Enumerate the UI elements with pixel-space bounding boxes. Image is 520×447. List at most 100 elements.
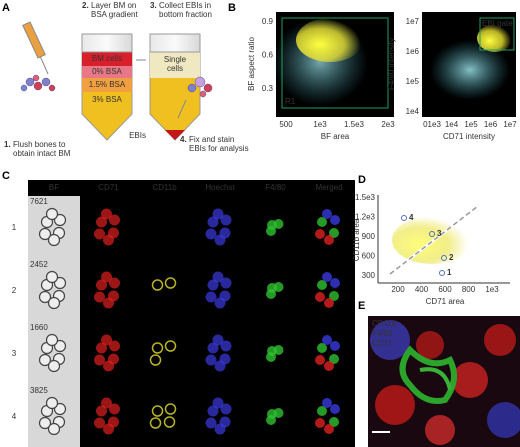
tube-2 bbox=[149, 33, 201, 141]
column-header: Hoechst bbox=[205, 183, 235, 192]
cell-image bbox=[149, 340, 177, 366]
merged bbox=[324, 298, 334, 308]
x-axis-label: BF area bbox=[321, 132, 350, 141]
syringe bbox=[22, 21, 49, 75]
cells-illustration bbox=[20, 74, 213, 98]
cell-image bbox=[266, 408, 284, 425]
gate-ebi bbox=[479, 17, 515, 51]
y-tick-label: 1e7 bbox=[406, 17, 420, 26]
cd11b-ring bbox=[151, 342, 164, 354]
y-tick-label: 1.5e3 bbox=[355, 193, 376, 202]
fluor-cell bbox=[103, 423, 114, 435]
y-tick-label: 0.6 bbox=[262, 50, 274, 59]
step-text: bottom fraction bbox=[159, 10, 212, 19]
fluor-cell bbox=[207, 405, 219, 417]
bf-cell bbox=[47, 422, 61, 436]
bf-cell bbox=[45, 270, 59, 284]
fluor-cell bbox=[109, 340, 120, 352]
merged bbox=[329, 354, 339, 364]
merged bbox=[317, 217, 327, 227]
column-header: CD11b bbox=[152, 183, 177, 192]
cd11b-ring bbox=[151, 405, 164, 417]
panel-label: E bbox=[358, 300, 365, 312]
fluor-cell bbox=[220, 340, 232, 352]
row-label: 3 bbox=[12, 349, 17, 358]
merged bbox=[317, 406, 327, 416]
y-tick-label: 1e5 bbox=[406, 77, 420, 86]
point-label: 3 bbox=[437, 229, 442, 238]
cd11b-ring bbox=[149, 354, 162, 366]
bf-cell bbox=[47, 233, 61, 247]
fluor-cell bbox=[220, 277, 232, 289]
step-text: Fix and stain bbox=[189, 135, 234, 144]
cd11b-ring bbox=[164, 277, 177, 289]
scatter-cloud bbox=[272, 18, 513, 106]
cell-image bbox=[38, 207, 67, 247]
cell-image bbox=[266, 282, 284, 299]
cell-image bbox=[205, 208, 232, 246]
cd11b-ring bbox=[164, 403, 177, 415]
fluor-cell bbox=[109, 214, 120, 226]
x-axis-label: CD71 area bbox=[426, 297, 465, 306]
merged bbox=[322, 335, 332, 345]
step-number: 4. bbox=[180, 135, 187, 144]
bf-cell bbox=[38, 353, 52, 367]
merged bbox=[329, 417, 339, 427]
fluor-cell bbox=[96, 342, 107, 354]
bf-cell bbox=[45, 396, 59, 410]
step-text: EBIs for analysis bbox=[189, 144, 249, 153]
step-number: 3. bbox=[150, 1, 157, 10]
trend-line bbox=[389, 205, 479, 275]
cell-image bbox=[38, 333, 67, 373]
merged bbox=[315, 418, 325, 428]
bf-cell bbox=[47, 296, 61, 310]
f480 bbox=[273, 282, 284, 292]
f480 bbox=[266, 289, 276, 299]
merged bbox=[315, 355, 325, 365]
tube-label: cells bbox=[167, 64, 183, 73]
cd11b-ring bbox=[163, 416, 176, 428]
cell-image bbox=[205, 334, 232, 372]
panel-label: C bbox=[2, 170, 10, 182]
fluor-cell bbox=[96, 405, 107, 417]
fluor-cell bbox=[212, 334, 224, 346]
x-tick-label: 1e7 bbox=[503, 120, 517, 129]
x-tick-label: 1.5e3 bbox=[344, 120, 365, 129]
y-tick-label: 0.3 bbox=[262, 84, 274, 93]
fluor-cell bbox=[94, 228, 105, 240]
cell-image bbox=[315, 209, 340, 245]
tube-label: Single bbox=[164, 55, 187, 64]
fluor-cell bbox=[212, 271, 224, 283]
merged bbox=[322, 272, 332, 282]
y-axis-label: F4/80 intensity bbox=[387, 38, 396, 90]
row-label: 4 bbox=[12, 412, 17, 421]
column-header: CD71 bbox=[98, 183, 119, 192]
highlight-point bbox=[401, 215, 407, 221]
merged bbox=[330, 278, 340, 288]
fluor-cell bbox=[96, 279, 107, 291]
y-axis-label: BF aspect ratio bbox=[247, 37, 256, 91]
tube-label: 1.5% BSA bbox=[89, 80, 126, 89]
merged bbox=[322, 209, 332, 219]
cell-image bbox=[266, 219, 284, 236]
tube-1 bbox=[81, 33, 133, 141]
row-label: 1 bbox=[12, 223, 17, 232]
fluor-cell bbox=[205, 228, 217, 240]
x-tick-label: 1e4 bbox=[445, 120, 459, 129]
x-tick-label: 1e5 bbox=[464, 120, 478, 129]
ebis-label: EBIs bbox=[129, 131, 146, 140]
x-tick-label: 2e3 bbox=[381, 120, 395, 129]
fluor-cell bbox=[205, 354, 217, 366]
x-tick-label: 1e3 bbox=[313, 120, 327, 129]
merged bbox=[324, 361, 334, 371]
panel-label: A bbox=[2, 2, 10, 14]
fluor-cell bbox=[103, 297, 114, 309]
fluor-cell bbox=[103, 360, 114, 372]
fluor-cell bbox=[205, 291, 217, 303]
fluor-cell bbox=[96, 216, 107, 228]
cell-image bbox=[38, 270, 67, 310]
merged bbox=[329, 291, 339, 301]
panel-label: D bbox=[358, 174, 366, 186]
step-text: Layer BM on bbox=[91, 1, 136, 10]
step-text: Flush bones to bbox=[13, 140, 66, 149]
